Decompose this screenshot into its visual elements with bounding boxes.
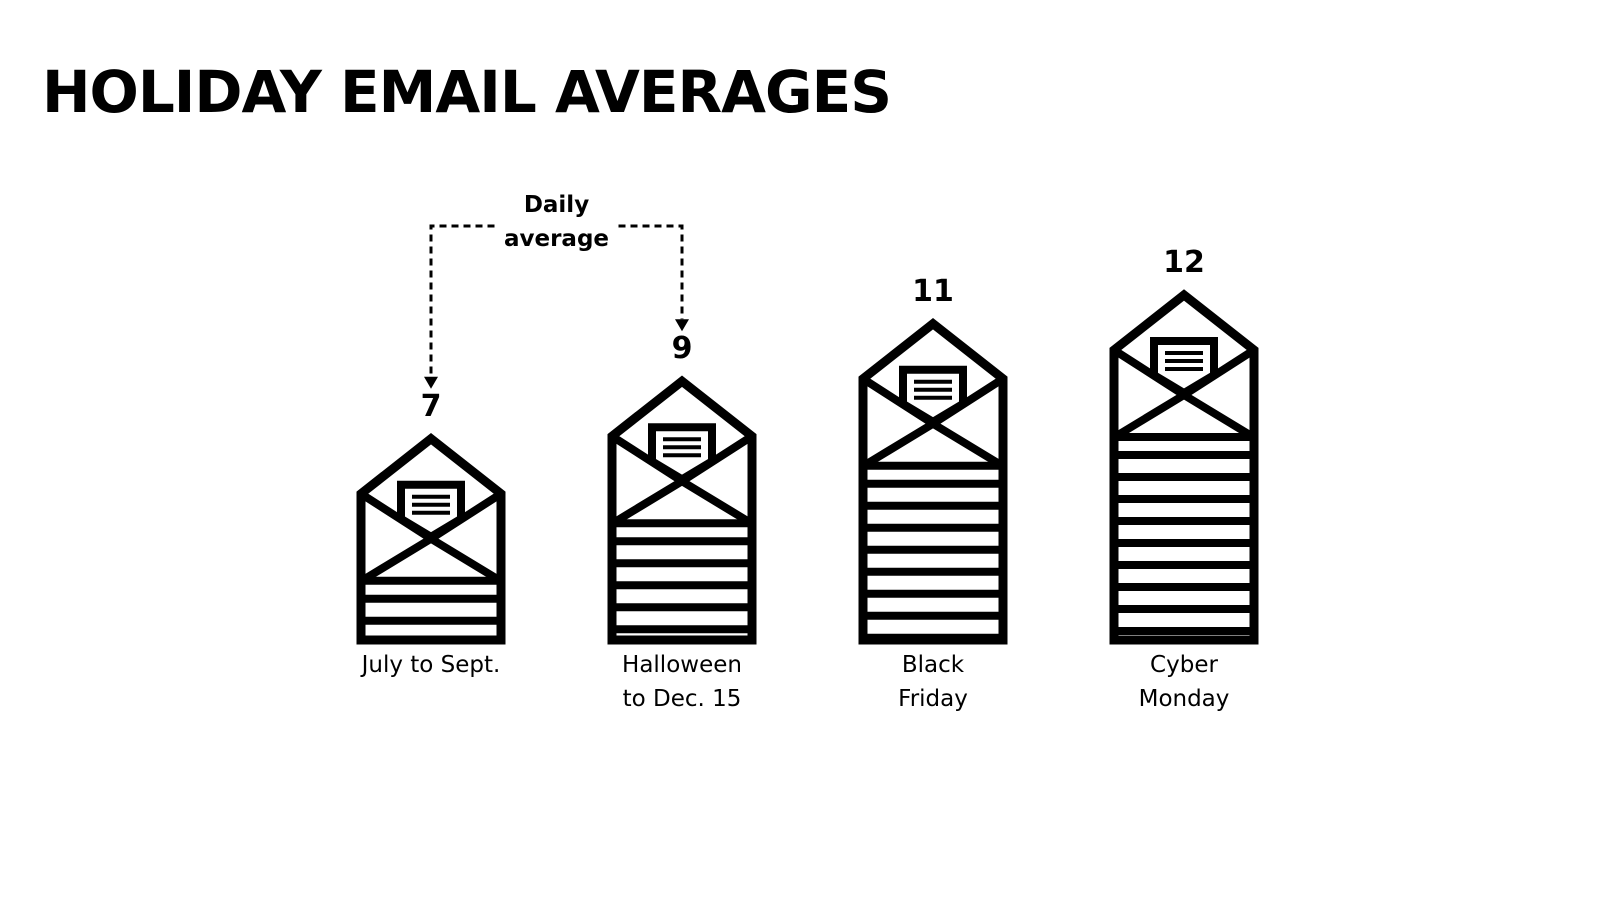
stack-stripe [1114, 583, 1254, 591]
stack-stripe [361, 616, 501, 625]
stack-stripe [612, 581, 752, 590]
value-label: 11 [912, 273, 954, 309]
category-label: Cyber Monday [1138, 652, 1230, 712]
stack-stripe [863, 589, 1003, 598]
value-label: 9 [671, 331, 693, 367]
stack-stripe [1114, 539, 1254, 547]
chart-title: HOLIDAY EMAIL AVERAGES [42, 58, 892, 126]
category-label: Halloween to Dec. 15 [622, 652, 742, 712]
value-label: 7 [420, 388, 442, 424]
stack-stripe [612, 559, 752, 568]
envelope-stack [1109, 289, 1259, 645]
annotation-arrowhead [424, 376, 438, 389]
stack-stripe [863, 611, 1003, 620]
stack-stripe [1114, 495, 1254, 503]
stack-stripe [1114, 473, 1254, 481]
envelope-stack [858, 318, 1008, 645]
stack-stripe [612, 537, 752, 546]
stack-stripe [1114, 561, 1254, 569]
annotation-line [618, 224, 684, 320]
envelope-outline [356, 433, 506, 645]
envelope-stack [356, 433, 506, 645]
category-label: Black Friday [898, 652, 968, 712]
annotation: Daily average [503, 192, 610, 252]
envelope-stack [607, 375, 757, 645]
stack-stripe [1114, 627, 1254, 635]
stack-stripe [1114, 451, 1254, 459]
envelope-outline [858, 318, 1008, 645]
stack-stripe [863, 545, 1003, 554]
stack-stripe [612, 625, 752, 634]
envelope-outline [1109, 289, 1259, 645]
stack-stripe [863, 567, 1003, 576]
envelope-outline [607, 375, 757, 645]
annotation-arrowhead [675, 319, 689, 332]
stack-stripe [863, 501, 1003, 510]
annotation-line [429, 224, 495, 377]
stack-stripe [863, 479, 1003, 488]
stack-stripe [1114, 517, 1254, 525]
stack-stripe [863, 523, 1003, 532]
value-label: 12 [1163, 245, 1205, 280]
category-label: July to Sept. [361, 652, 501, 678]
stack-stripe [361, 594, 501, 603]
stack-stripe [1114, 605, 1254, 613]
stack-stripe [612, 603, 752, 612]
